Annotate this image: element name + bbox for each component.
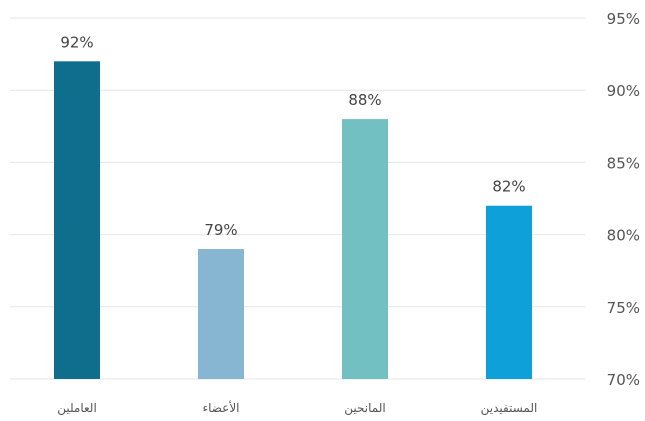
y-tick-label: 75%	[607, 299, 640, 317]
bar	[198, 249, 244, 379]
data-label: 88%	[348, 91, 381, 109]
data-label: 79%	[204, 221, 237, 239]
category-label: المستفيدين	[481, 401, 538, 416]
y-tick-label: 90%	[607, 82, 640, 100]
category-label: العاملين	[57, 401, 97, 416]
y-tick-label: 70%	[607, 371, 640, 389]
data-label: 82%	[492, 178, 525, 196]
y-tick-label: 95%	[607, 10, 640, 28]
bar	[486, 206, 532, 379]
y-tick-label: 80%	[607, 227, 640, 245]
category-label: المانحين	[344, 401, 385, 416]
y-tick-label: 85%	[607, 154, 640, 172]
data-label: 92%	[60, 33, 93, 51]
bars	[54, 61, 532, 379]
y-axis-ticks: 70% 75% 80% 85% 90% 95%	[607, 10, 640, 389]
bar	[54, 61, 100, 379]
data-labels: 92% 79% 88% 82%	[60, 33, 525, 239]
category-label: الأعضاء	[202, 400, 239, 415]
x-axis-categories: العاملين الأعضاء المانحين المستفيدين	[57, 400, 537, 416]
bar	[342, 119, 388, 379]
